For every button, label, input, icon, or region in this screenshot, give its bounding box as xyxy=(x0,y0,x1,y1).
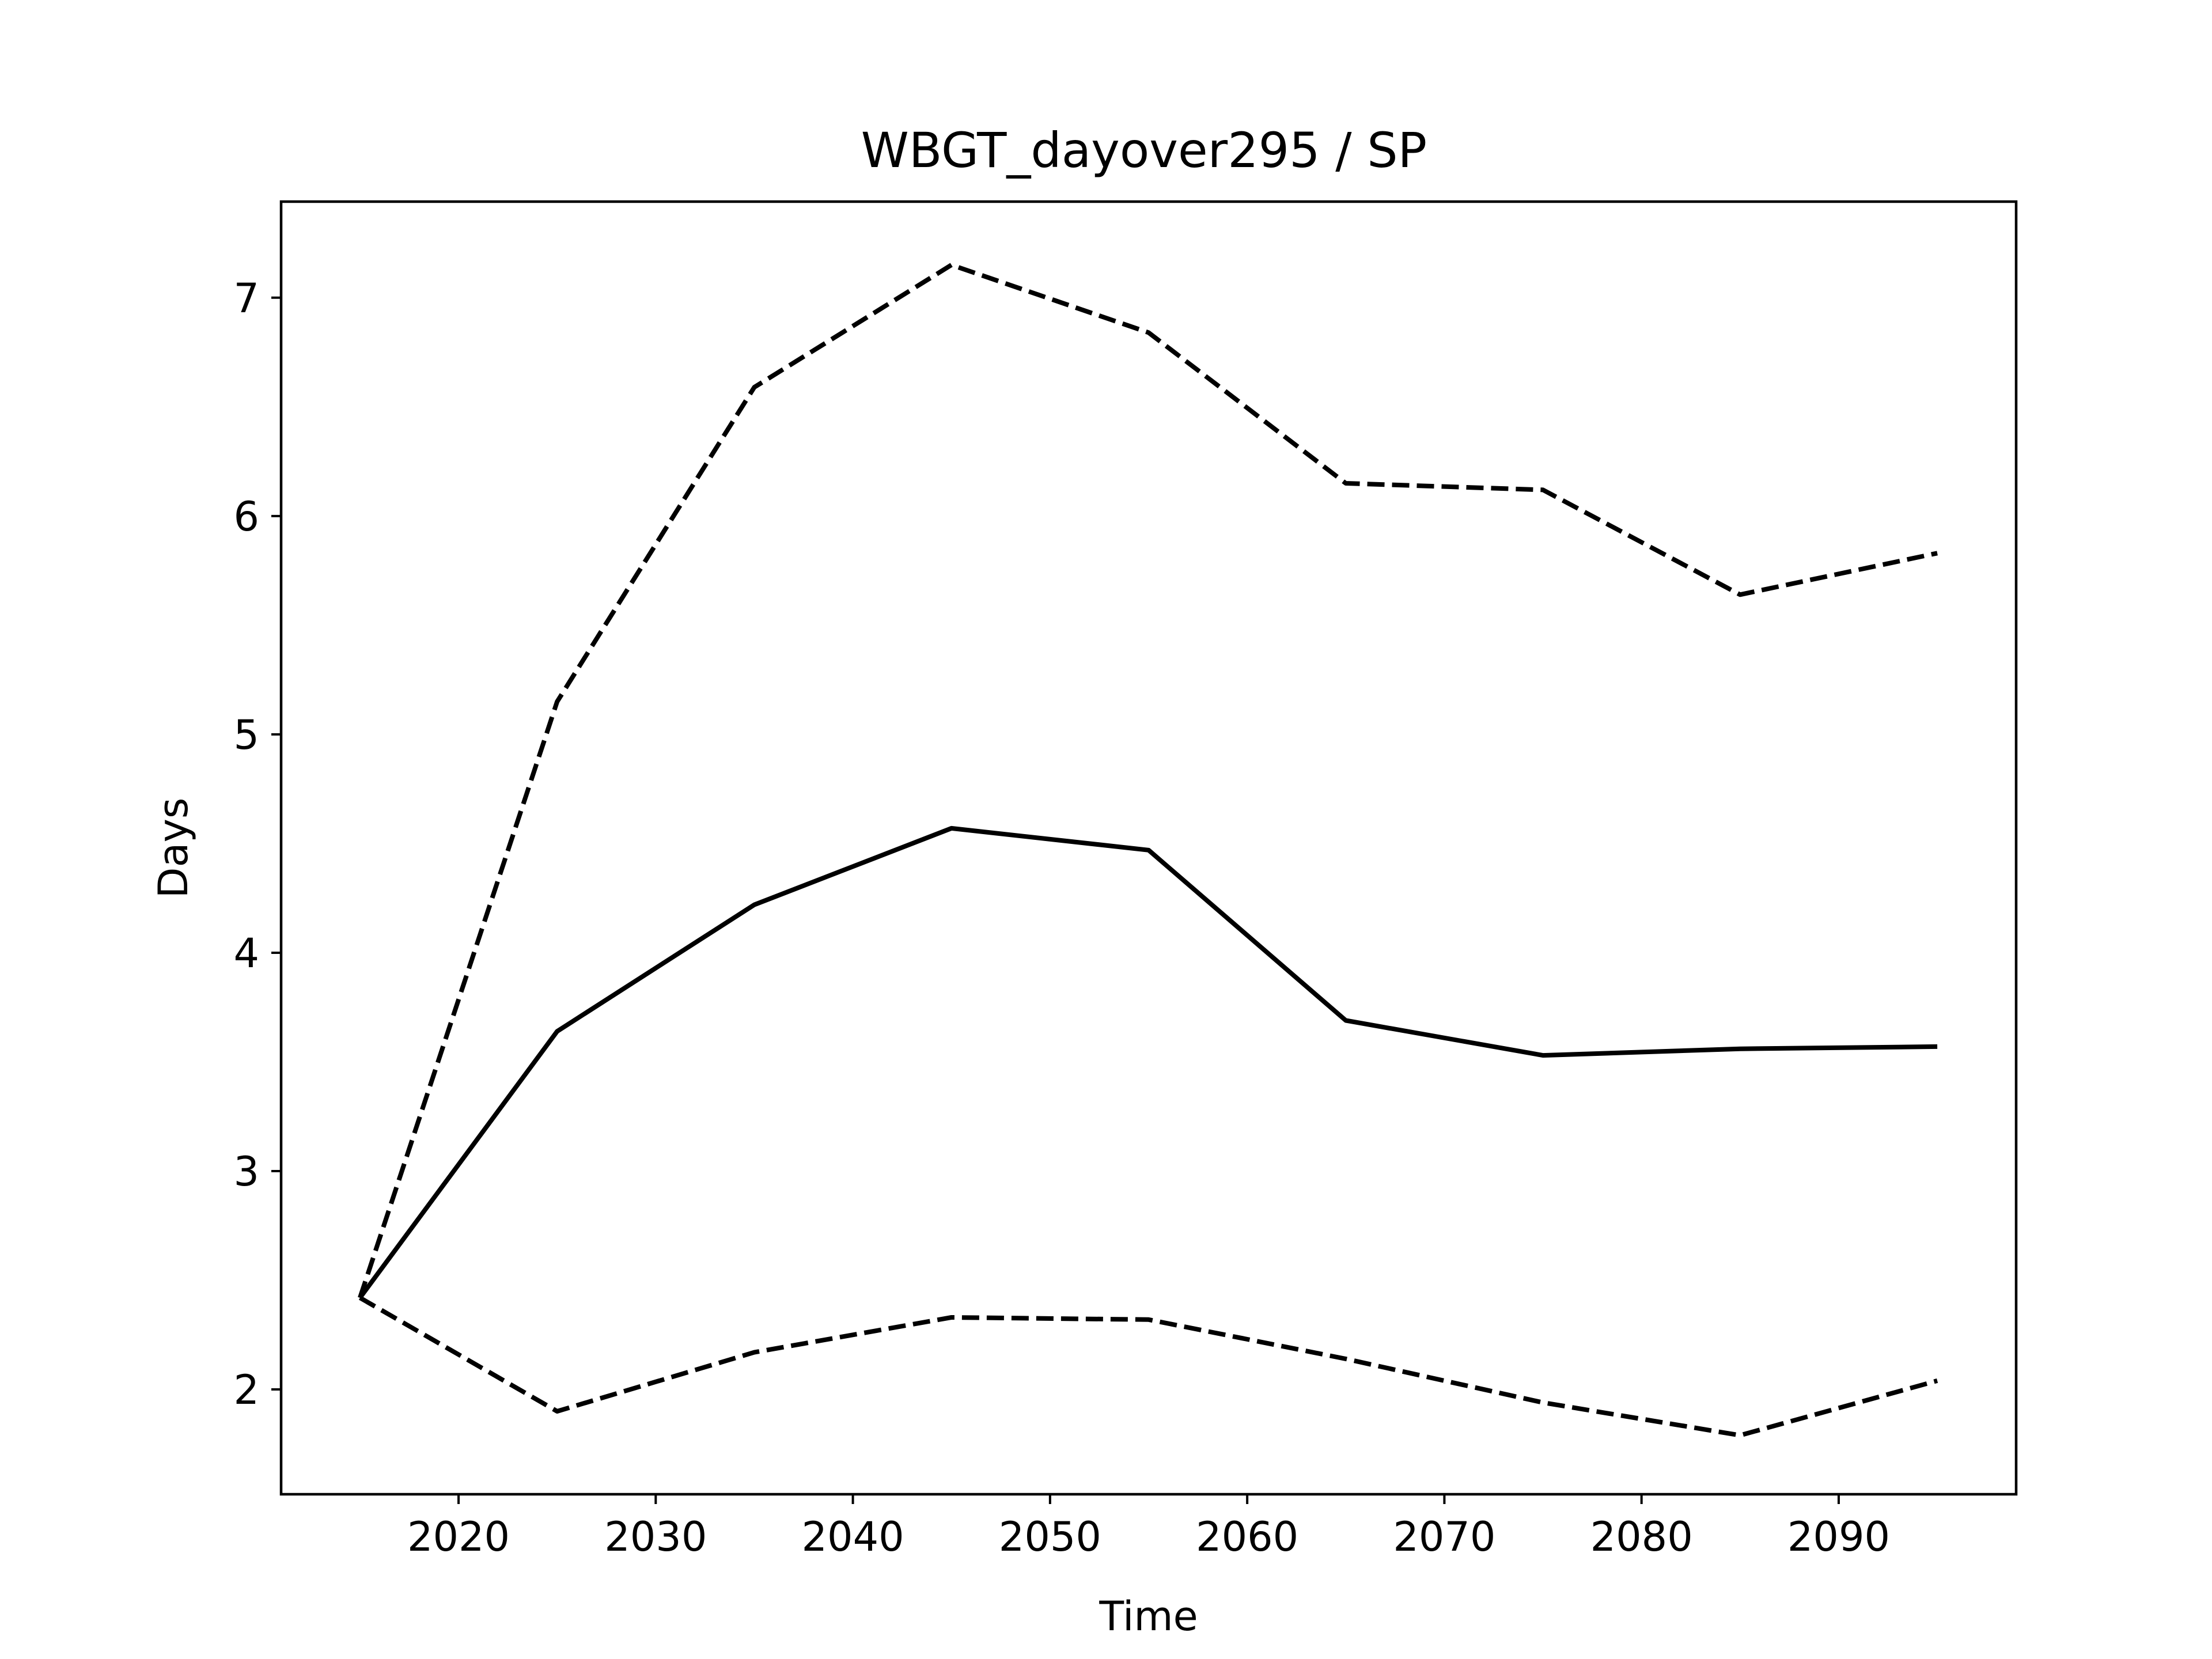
series-line-3 xyxy=(358,1296,1938,1438)
y-tick-label: 6 xyxy=(233,493,259,540)
x-tick-label: 2070 xyxy=(1393,1513,1495,1560)
chart-title: WBGT_dayover295 / SP xyxy=(861,122,1427,179)
x-tick-label: 2030 xyxy=(604,1513,707,1560)
x-tick-label: 2080 xyxy=(1590,1513,1693,1560)
y-axis-title: Days xyxy=(150,798,197,899)
x-tick-label: 2060 xyxy=(1196,1513,1298,1560)
x-tick-label: 2090 xyxy=(1787,1513,1890,1560)
y-axis: 2 3 4 5 6 7 xyxy=(233,275,281,1414)
series-line-1 xyxy=(358,825,1938,1300)
x-tick-label: 2020 xyxy=(407,1513,510,1560)
plot-frame xyxy=(279,200,2018,1496)
y-tick-label: 2 xyxy=(233,1366,259,1414)
series-line-2 xyxy=(358,262,1938,1299)
y-tick-label: 5 xyxy=(233,711,259,759)
y-tick-label: 3 xyxy=(233,1148,259,1195)
x-axis-title: Time xyxy=(1099,1593,1198,1640)
x-tick-label: 2050 xyxy=(999,1513,1101,1560)
y-tick-label: 7 xyxy=(233,275,259,322)
y-tick-label: 4 xyxy=(233,930,259,977)
x-axis: 2020 2030 2040 2050 2060 2070 2080 2090 xyxy=(407,1494,1890,1560)
x-tick-label: 2040 xyxy=(802,1513,904,1560)
series-layer xyxy=(358,262,1938,1438)
